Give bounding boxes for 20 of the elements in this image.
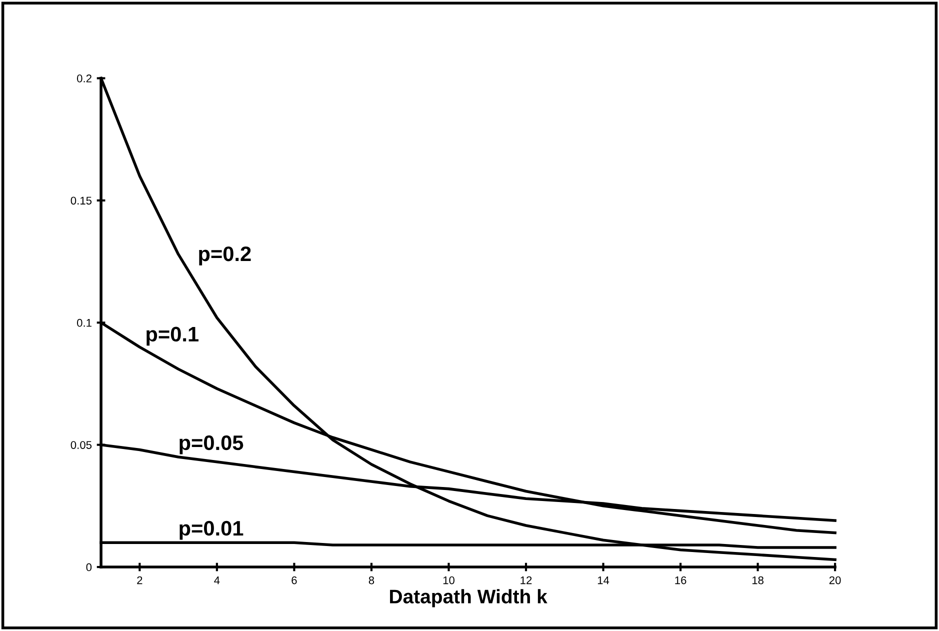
x-axis-title: Datapath Width k (390, 589, 548, 608)
x-tick-label: 8 (368, 576, 374, 584)
series-label: p=0.1 (146, 326, 198, 346)
y-tick-label: 0.1 (77, 318, 92, 327)
x-tick-label: 20 (829, 576, 841, 584)
y-tick-label: 0 (86, 563, 92, 572)
series-label: p=0.01 (180, 520, 244, 540)
x-tick-label: 2 (137, 576, 142, 584)
y-tick-label: 0.15 (70, 196, 92, 205)
series-label: p=0.2 (199, 246, 251, 266)
y-tick-label: 0.2 (77, 74, 92, 82)
x-tick-label: 14 (598, 576, 610, 584)
x-tick-label: 18 (752, 576, 764, 584)
x-tick-label: 4 (214, 576, 220, 584)
series-label: p=0.05 (180, 435, 244, 454)
x-tick-label: 6 (292, 576, 297, 584)
x-tick-label: 16 (675, 576, 686, 584)
y-tick-label: 0.05 (70, 441, 92, 449)
x-tick-label: 12 (520, 576, 532, 584)
x-tick-label: 10 (443, 576, 454, 584)
